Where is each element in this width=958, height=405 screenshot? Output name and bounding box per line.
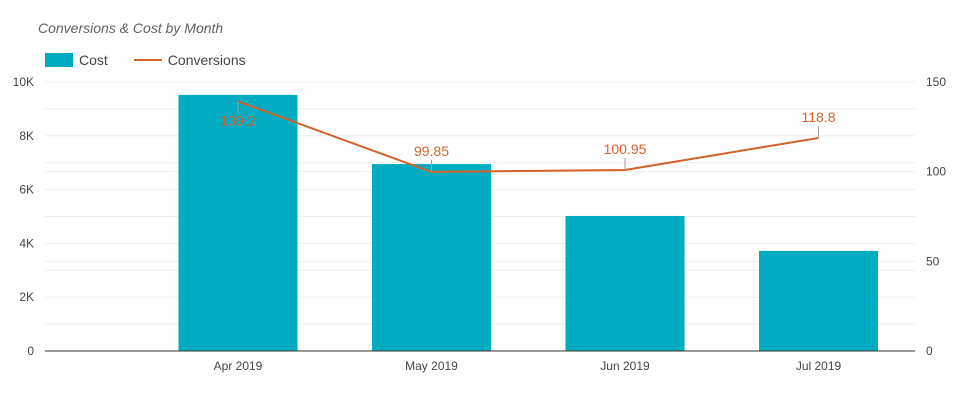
x-tick-label: Jul 2019 (796, 359, 842, 373)
data-label-conversions: 99.85 (414, 143, 449, 159)
line-conversions (237, 100, 819, 173)
bar-cost (178, 94, 298, 352)
legend-swatch-conversions (133, 59, 162, 61)
right-tick-label: 50 (926, 254, 940, 268)
right-tick-label: 100 (926, 165, 946, 179)
x-tick-label: Jun 2019 (600, 359, 650, 373)
bar-cost (565, 215, 685, 351)
left-tick-label: 4K (19, 236, 34, 250)
x-tick-label: May 2019 (405, 359, 458, 373)
left-tick-label: 8K (19, 129, 34, 143)
data-label-conversions: 139.2 (220, 112, 255, 128)
left-tick-label: 6K (19, 183, 34, 197)
left-tick-label: 10K (13, 75, 34, 89)
legend-label-cost[interactable]: Cost (79, 52, 108, 68)
left-tick-label: 0 (27, 344, 34, 358)
chart-title: Conversions & Cost by Month (38, 20, 224, 36)
legend: Cost Conversions (45, 52, 246, 68)
legend-label-conversions[interactable]: Conversions (167, 52, 246, 68)
left-tick-label: 2K (19, 290, 34, 304)
right-tick-label: 0 (926, 344, 933, 358)
bar-cost (759, 250, 878, 351)
bar-cost (372, 164, 491, 351)
legend-swatch-cost (45, 53, 73, 67)
x-tick-label: Apr 2019 (214, 359, 263, 373)
data-label-conversions: 100.95 (604, 141, 647, 157)
right-tick-label: 150 (926, 75, 946, 89)
data-label-conversions: 118.8 (802, 109, 836, 125)
